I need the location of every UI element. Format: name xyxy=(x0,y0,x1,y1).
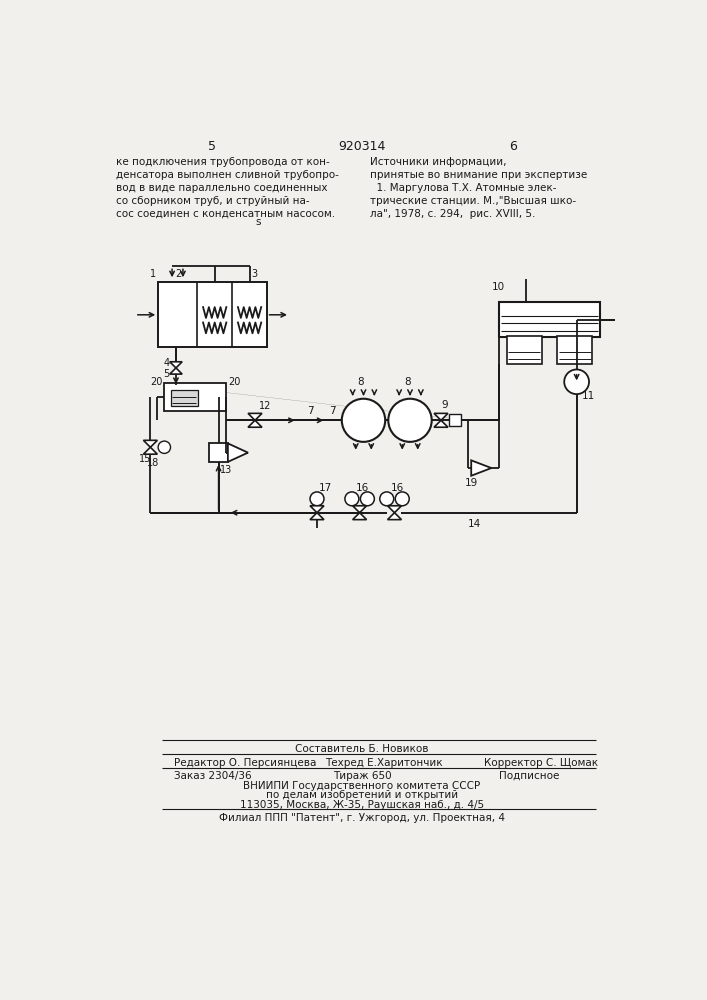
Circle shape xyxy=(395,492,409,506)
Text: ВНИИПИ Государственного комитета СССР: ВНИИПИ Государственного комитета СССР xyxy=(243,781,481,791)
Text: Корректор С. Щомак: Корректор С. Щомак xyxy=(484,758,597,768)
Text: 12: 12 xyxy=(259,401,271,411)
Text: сос соединен с конденсатным насосом.: сос соединен с конденсатным насосом. xyxy=(115,209,334,219)
Text: 15: 15 xyxy=(139,454,151,464)
Bar xyxy=(449,414,461,426)
Circle shape xyxy=(564,369,589,394)
Polygon shape xyxy=(472,460,491,476)
Text: ла", 1978, с. 294,  рис. XVIII, 5.: ла", 1978, с. 294, рис. XVIII, 5. xyxy=(370,209,535,219)
Text: 14: 14 xyxy=(468,519,481,529)
Bar xyxy=(499,302,600,337)
Text: 2: 2 xyxy=(175,269,182,279)
Polygon shape xyxy=(248,420,262,427)
Text: 7: 7 xyxy=(307,406,313,416)
Bar xyxy=(507,336,542,364)
Polygon shape xyxy=(170,362,182,368)
Text: 1. Маргулова Т.Х. Атомные элек-: 1. Маргулова Т.Х. Атомные элек- xyxy=(370,183,556,193)
Circle shape xyxy=(361,492,374,506)
Text: Источники информации,: Источники информации, xyxy=(370,157,506,167)
Text: 20: 20 xyxy=(151,377,163,387)
Text: 7: 7 xyxy=(329,406,335,416)
Polygon shape xyxy=(248,413,262,420)
Text: 13: 13 xyxy=(220,465,233,475)
Polygon shape xyxy=(310,506,324,513)
Text: 113035, Москва, Ж-35, Раушская наб., д. 4/5: 113035, Москва, Ж-35, Раушская наб., д. … xyxy=(240,800,484,810)
Text: 4: 4 xyxy=(163,358,170,368)
Text: 16: 16 xyxy=(356,483,369,493)
Circle shape xyxy=(388,399,432,442)
Polygon shape xyxy=(434,420,448,427)
Text: s: s xyxy=(255,217,260,227)
Text: Заказ 2304/36: Заказ 2304/36 xyxy=(174,771,251,781)
Bar xyxy=(158,282,267,347)
Text: Подписное: Подписное xyxy=(499,771,559,781)
Text: Редактор О. Персиянцева: Редактор О. Персиянцева xyxy=(174,758,316,768)
Text: 17: 17 xyxy=(319,483,332,493)
Polygon shape xyxy=(387,513,402,520)
Text: Техред Е.Харитончик: Техред Е.Харитончик xyxy=(325,758,443,768)
Text: Составитель Б. Новиков: Составитель Б. Новиков xyxy=(296,744,428,754)
Text: 8: 8 xyxy=(357,377,364,387)
Polygon shape xyxy=(310,513,324,520)
Text: ке подключения трубопровода от кон-: ке подключения трубопровода от кон- xyxy=(115,157,329,167)
Text: 1: 1 xyxy=(151,269,156,279)
Polygon shape xyxy=(144,440,158,447)
Circle shape xyxy=(158,441,170,453)
Text: 18: 18 xyxy=(146,458,159,468)
Polygon shape xyxy=(387,506,402,513)
Polygon shape xyxy=(434,413,448,420)
Text: 5: 5 xyxy=(209,140,216,153)
Polygon shape xyxy=(228,443,248,462)
Polygon shape xyxy=(353,506,367,513)
Circle shape xyxy=(345,492,359,506)
Polygon shape xyxy=(353,513,367,520)
Text: 16: 16 xyxy=(391,483,404,493)
Text: 11: 11 xyxy=(582,391,595,401)
Text: со сборником труб, и струйный на-: со сборником труб, и струйный на- xyxy=(115,196,309,206)
Text: 8: 8 xyxy=(404,377,411,387)
Circle shape xyxy=(310,492,324,506)
Text: принятые во внимание при экспертизе: принятые во внимание при экспертизе xyxy=(370,170,587,180)
Text: 20: 20 xyxy=(228,377,240,387)
Bar xyxy=(170,389,198,406)
Polygon shape xyxy=(170,368,182,374)
Circle shape xyxy=(341,399,385,442)
Text: 5: 5 xyxy=(163,369,170,379)
Polygon shape xyxy=(144,447,158,454)
Text: 10: 10 xyxy=(491,282,505,292)
Text: 920314: 920314 xyxy=(338,140,385,153)
Bar xyxy=(557,336,592,364)
Text: 3: 3 xyxy=(251,269,257,279)
Text: по делам изобретений и открытий: по делам изобретений и открытий xyxy=(266,790,458,800)
Text: 6: 6 xyxy=(509,140,517,153)
Text: 9: 9 xyxy=(441,400,448,410)
Text: Тираж 650: Тираж 650 xyxy=(332,771,391,781)
Bar xyxy=(209,443,228,462)
Text: вод в виде параллельно соединенных: вод в виде параллельно соединенных xyxy=(115,183,327,193)
Text: денсатора выполнен сливной трубопро-: денсатора выполнен сливной трубопро- xyxy=(115,170,339,180)
Text: трические станции. М.,"Высшая шко-: трические станции. М.,"Высшая шко- xyxy=(370,196,575,206)
Circle shape xyxy=(380,492,394,506)
Text: 19: 19 xyxy=(465,478,478,488)
Bar xyxy=(164,383,226,411)
Text: Филиал ППП "Патент", г. Ужгород, ул. Проектная, 4: Филиал ППП "Патент", г. Ужгород, ул. Про… xyxy=(219,813,505,823)
